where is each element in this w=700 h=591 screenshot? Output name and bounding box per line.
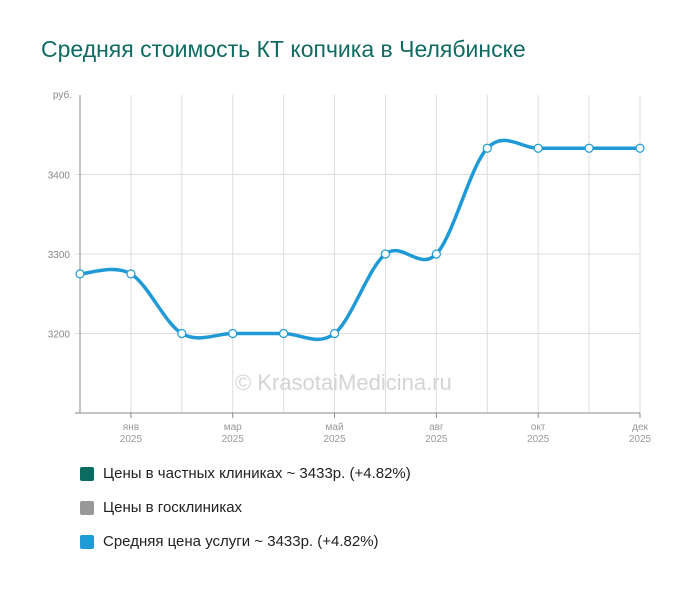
x-tick-label: дек xyxy=(632,422,648,433)
series-line xyxy=(79,138,640,342)
legend-label: Цены в частных клиниках ~ 3433р. (+4.82%… xyxy=(103,465,411,482)
x-tick-label: 2025 xyxy=(629,434,652,445)
data-point xyxy=(329,328,340,339)
line-chart: 320033003400руб.янв2025мар2025май2025авг… xyxy=(48,89,652,445)
y-tick-label: 3400 xyxy=(48,171,71,182)
data-point xyxy=(380,249,391,259)
x-tick-label: авг xyxy=(429,422,444,433)
x-tick-label: окт xyxy=(531,422,546,433)
chart-title: Средняя стоимость КТ копчика в Челябинск… xyxy=(41,36,526,62)
data-point xyxy=(635,143,645,153)
x-tick-label: май xyxy=(326,422,344,433)
data-point xyxy=(533,143,543,153)
legend-swatch xyxy=(80,534,94,549)
legend-swatch xyxy=(80,466,94,481)
legend-item-average[interactable]: Средняя цена услуги ~ 3433р. (+4.82%) xyxy=(80,533,379,550)
x-tick-label: 2025 xyxy=(323,434,346,445)
x-tick-label: 2025 xyxy=(527,434,550,445)
legend-label: Средняя цена услуги ~ 3433р. (+4.82%) xyxy=(103,533,379,550)
y-axis-label: руб. xyxy=(53,89,72,101)
data-point xyxy=(228,328,238,339)
data-point xyxy=(75,269,85,279)
legend-item-public[interactable]: Цены в госклиниках xyxy=(80,499,242,516)
data-point xyxy=(126,269,136,279)
watermark: © KrasotaiMedicina.ru xyxy=(235,370,452,395)
x-tick-label: 2025 xyxy=(120,434,143,445)
legend-item-private[interactable]: Цены в частных клиниках ~ 3433р. (+4.82%… xyxy=(80,465,411,482)
data-point xyxy=(482,143,492,153)
y-tick-label: 3300 xyxy=(48,250,71,261)
x-tick-label: 2025 xyxy=(222,434,245,445)
data-point xyxy=(279,328,289,339)
legend-swatch xyxy=(80,500,94,515)
data-point xyxy=(584,143,594,153)
data-point xyxy=(431,249,441,259)
x-tick-label: янв xyxy=(123,422,139,433)
x-tick-label: 2025 xyxy=(425,434,448,445)
data-point xyxy=(177,328,187,339)
y-tick-label: 3200 xyxy=(48,330,71,341)
x-tick-label: мар xyxy=(224,422,242,433)
legend-label: Цены в госклиниках xyxy=(103,499,243,516)
